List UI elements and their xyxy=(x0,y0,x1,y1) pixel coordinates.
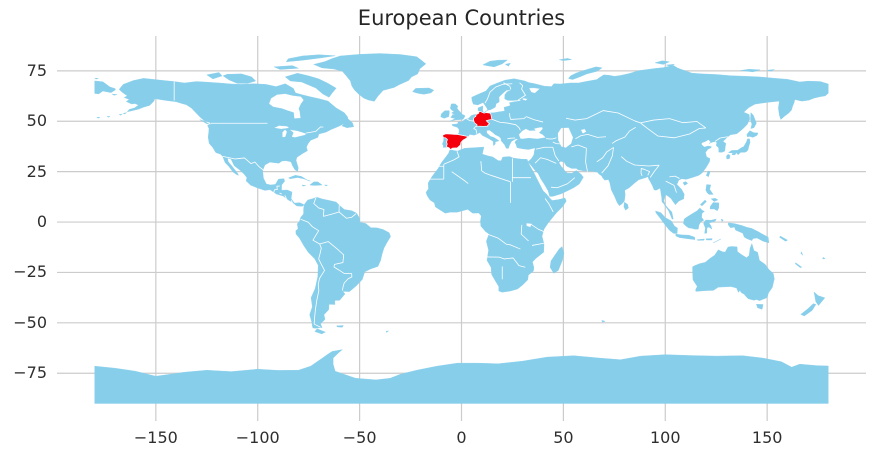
y-tick-label: 25 xyxy=(26,161,47,181)
country-border xyxy=(553,142,560,144)
country-border xyxy=(280,193,293,203)
land-eurasia xyxy=(442,65,828,219)
country-border xyxy=(553,147,559,161)
country-border xyxy=(486,234,520,249)
country-border xyxy=(532,243,544,245)
map-layer xyxy=(95,54,829,404)
y-tick-label: −25 xyxy=(13,262,47,282)
country-border xyxy=(571,145,586,148)
country-border xyxy=(511,117,527,120)
country-border xyxy=(223,156,263,170)
country-border xyxy=(715,137,728,142)
land-tasmania-nz xyxy=(756,292,824,316)
y-tick-label: 75 xyxy=(26,60,47,80)
country-border xyxy=(597,147,614,161)
country-border xyxy=(575,134,606,138)
x-tick-label: −100 xyxy=(235,428,280,447)
country-border xyxy=(640,119,705,128)
land-pacific-edge-fragments xyxy=(95,78,826,322)
country-border xyxy=(444,151,459,164)
world-map-svg xyxy=(57,36,866,421)
y-tick-label: −50 xyxy=(13,312,47,332)
country-border xyxy=(339,212,356,218)
country-border xyxy=(323,205,339,216)
land-newfoundland xyxy=(342,119,354,128)
y-tick-label: −75 xyxy=(13,363,47,383)
country-border xyxy=(521,225,528,241)
x-tick-label: −50 xyxy=(342,428,377,447)
land-antarctica xyxy=(95,350,829,404)
x-tick-label: 100 xyxy=(649,428,681,447)
country-border xyxy=(535,158,556,164)
country-border xyxy=(301,219,322,259)
country-border xyxy=(474,126,477,134)
country-border xyxy=(481,161,511,182)
country-border xyxy=(621,157,659,166)
land-sri-lanka xyxy=(624,202,628,210)
country-border xyxy=(650,165,659,177)
highlighted-country-spain xyxy=(443,134,468,150)
land-arctic-islands-canada xyxy=(207,55,336,98)
land-iceland xyxy=(413,88,434,94)
country-border xyxy=(274,186,280,193)
country-border xyxy=(536,147,553,149)
country-border xyxy=(586,148,588,171)
land-se-asia-islands xyxy=(655,171,768,243)
country-border xyxy=(467,119,474,121)
land-british-isles xyxy=(441,104,465,121)
country-border xyxy=(531,224,544,231)
land-greenland xyxy=(314,54,426,102)
highlighted-country-germany xyxy=(474,111,493,126)
country-border xyxy=(334,267,352,290)
country-border xyxy=(551,178,575,188)
country-border xyxy=(669,176,679,178)
country-border xyxy=(320,242,344,267)
country-border xyxy=(492,119,521,130)
country-border xyxy=(602,147,614,173)
country-border xyxy=(452,172,469,184)
land-arctic-islands-russia xyxy=(483,58,774,79)
land-madagascar xyxy=(550,247,564,274)
country-border xyxy=(507,138,515,139)
country-border xyxy=(306,127,324,133)
country-border xyxy=(485,84,512,103)
land-caribbean xyxy=(288,175,327,186)
country-border xyxy=(510,158,531,203)
country-border xyxy=(485,257,525,267)
country-border xyxy=(566,111,640,123)
y-tick-label: 50 xyxy=(26,111,47,131)
land-vancouver-island xyxy=(200,120,210,125)
country-border xyxy=(612,127,636,143)
chart-title: European Countries xyxy=(357,6,566,30)
country-border xyxy=(503,83,510,90)
country-border xyxy=(314,259,324,327)
x-tick-label: 0 xyxy=(456,428,467,447)
country-border xyxy=(518,83,525,100)
country-border xyxy=(545,198,553,212)
country-border xyxy=(427,164,444,179)
country-border xyxy=(666,181,677,192)
land-japan-sakhalin xyxy=(726,113,758,159)
country-border xyxy=(510,113,511,119)
country-border xyxy=(314,197,324,216)
country-border xyxy=(641,168,650,175)
x-tick-label: 50 xyxy=(553,428,574,447)
land-north-america xyxy=(119,78,348,206)
x-tick-label: −150 xyxy=(133,428,178,447)
country-border xyxy=(546,138,556,139)
land-australia xyxy=(693,244,775,301)
country-border xyxy=(640,123,705,138)
country-border xyxy=(526,117,543,122)
land-tierra-del-fuego xyxy=(315,325,389,333)
land-africa xyxy=(426,147,566,292)
y-tick-label: 0 xyxy=(36,212,47,232)
x-tick-label: 150 xyxy=(751,428,783,447)
